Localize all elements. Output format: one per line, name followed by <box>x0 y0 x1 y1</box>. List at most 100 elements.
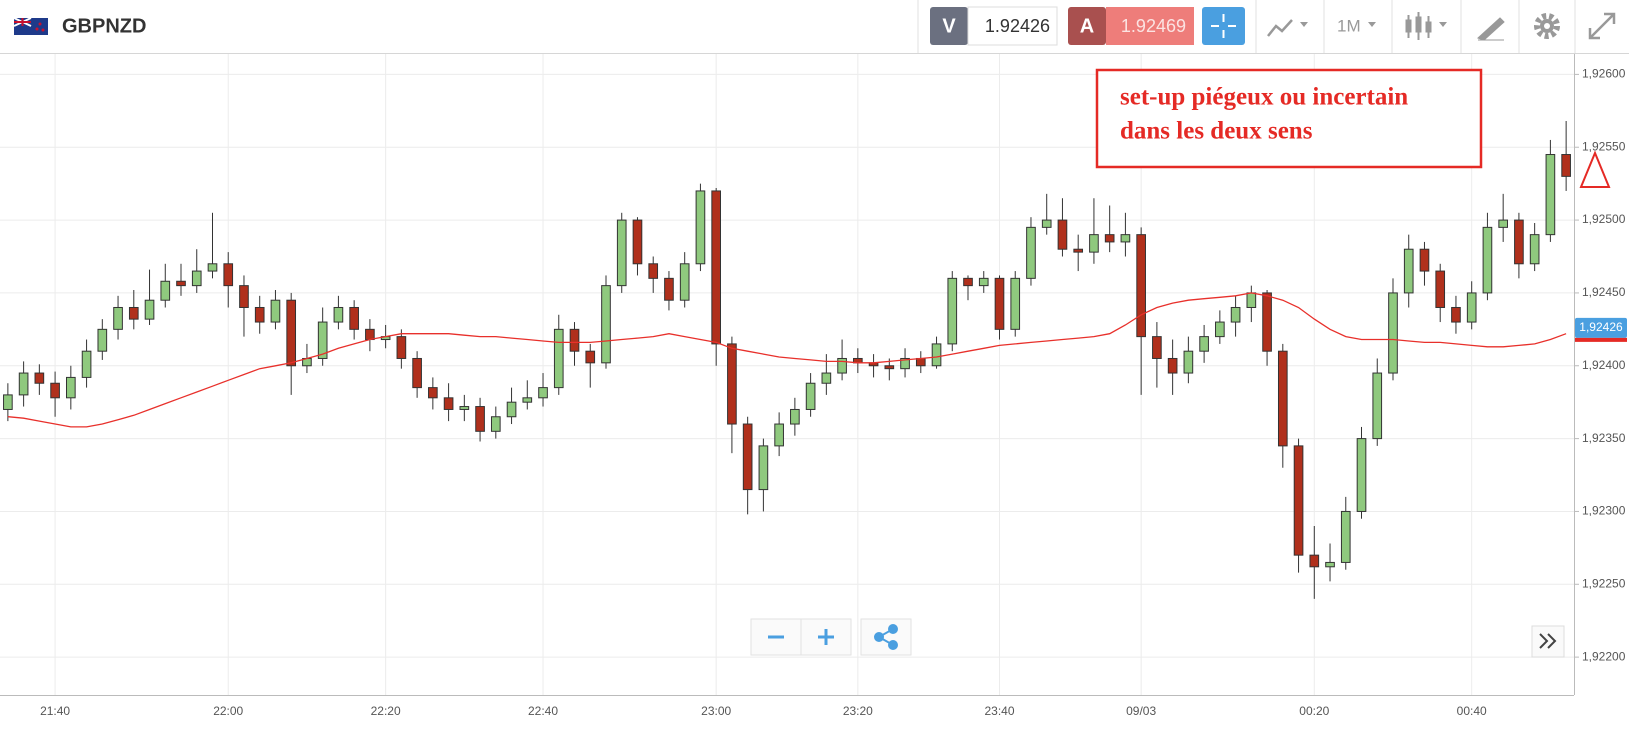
scroll-right-button[interactable] <box>1531 625 1565 658</box>
candle-body <box>837 357 847 374</box>
x-tick-label: 00:20 <box>1299 704 1329 718</box>
x-tick-label: 22:20 <box>371 704 401 718</box>
timeframe-button[interactable]: 1M <box>1337 16 1361 35</box>
candle-body <box>365 328 375 341</box>
draw-tool-button[interactable] <box>1477 17 1505 41</box>
candle-body <box>978 277 989 287</box>
moving-average <box>7 292 1567 428</box>
candle-body <box>349 306 359 330</box>
candle-body <box>1340 510 1351 563</box>
candle-body <box>239 285 249 308</box>
candle-body <box>711 190 721 345</box>
price-tag-label: 1,92426 <box>1579 320 1623 334</box>
candle-body <box>1104 234 1115 243</box>
candle-body <box>1230 306 1241 323</box>
candle-body <box>1498 219 1508 228</box>
candle-body <box>1167 357 1178 374</box>
y-tick-label: 1,92500 <box>1582 212 1626 226</box>
candle-body <box>742 423 753 491</box>
candle-body <box>3 394 13 410</box>
x-tick-label: 21:40 <box>40 704 70 718</box>
annotation-text: set-up piégeux ou incertain <box>1120 84 1408 111</box>
ask-box[interactable] <box>1106 7 1194 45</box>
candle-body <box>223 263 234 287</box>
candle-body <box>191 270 202 287</box>
candle-body <box>1372 372 1383 440</box>
y-tick-label: 1,92300 <box>1582 504 1626 518</box>
bid-button[interactable] <box>930 7 968 45</box>
candle-body <box>1419 248 1430 272</box>
candle-body <box>522 397 533 403</box>
ask-button[interactable] <box>1068 7 1106 45</box>
candle-body <box>1482 226 1493 294</box>
candle-body <box>1466 292 1477 323</box>
plot <box>3 121 1571 599</box>
candle-body <box>113 306 123 330</box>
bid-price: 1.92426 <box>985 16 1050 36</box>
candle-body <box>774 423 784 447</box>
candle-body <box>270 299 281 323</box>
candle-body <box>994 277 1005 330</box>
warning-triangle <box>1579 150 1611 188</box>
candle-body <box>443 397 454 410</box>
bid-box[interactable] <box>967 6 1058 46</box>
toolbar <box>0 0 1629 53</box>
candle-body <box>1451 306 1461 323</box>
candle-body <box>459 406 470 410</box>
candle-body <box>569 328 580 352</box>
candle-body <box>1356 438 1367 512</box>
x-tick-label: 23:40 <box>984 704 1014 718</box>
candle-body <box>97 328 108 352</box>
share-icon <box>874 624 898 650</box>
candle-body <box>1561 154 1571 177</box>
chart-type-button[interactable] <box>1267 19 1293 37</box>
crosshair-button[interactable] <box>1202 7 1245 45</box>
candle-body <box>931 343 942 367</box>
symbol: GBPNZD <box>62 15 146 37</box>
ask-price: 1.92469 <box>1121 16 1186 36</box>
fullscreen-button[interactable] <box>1588 12 1616 40</box>
candle-body <box>144 299 155 320</box>
candle-body <box>915 357 926 367</box>
candle-body <box>790 408 800 425</box>
candle-body <box>475 406 485 432</box>
candle-body <box>1026 226 1036 279</box>
x-tick-label: 22:40 <box>528 704 558 718</box>
dropdown-arrow <box>1368 22 1376 27</box>
candle-body <box>1073 248 1084 253</box>
candle-body <box>1403 248 1414 294</box>
flag <box>13 17 48 35</box>
candle-body <box>538 387 548 399</box>
candle-body <box>286 299 297 367</box>
share-button[interactable] <box>860 618 912 656</box>
candle-body <box>428 387 438 399</box>
candle-body <box>821 372 832 384</box>
candle-body <box>601 285 611 364</box>
candle-body <box>81 350 92 378</box>
candle-body <box>900 357 910 370</box>
candle-body <box>884 365 895 370</box>
annotation-text: dans les deux sens <box>1120 118 1313 145</box>
candle-body <box>160 280 171 301</box>
x-tick-label: 09/03 <box>1126 704 1156 718</box>
candle-body <box>1120 234 1131 243</box>
candle-body <box>585 350 596 364</box>
candle-body <box>1262 292 1272 352</box>
candle-body <box>1089 234 1099 253</box>
y-tick-label: 1,92400 <box>1582 358 1626 372</box>
settings-button[interactable] <box>1534 13 1560 39</box>
candle-body <box>18 372 29 396</box>
candle-body <box>1199 336 1209 352</box>
dropdown-arrow <box>1300 22 1308 27</box>
candle-body <box>805 382 816 410</box>
candle-body <box>396 336 407 359</box>
y-tick-label: 1,92250 <box>1582 576 1626 590</box>
candle-body <box>1183 350 1194 374</box>
candle-style-button[interactable] <box>1405 12 1432 40</box>
candle-body <box>66 376 76 399</box>
candle-body <box>50 382 60 399</box>
price-tag <box>1575 317 1627 338</box>
candle-body <box>490 416 501 432</box>
candle-body <box>1152 336 1162 359</box>
x-tick-label: 23:20 <box>843 704 873 718</box>
